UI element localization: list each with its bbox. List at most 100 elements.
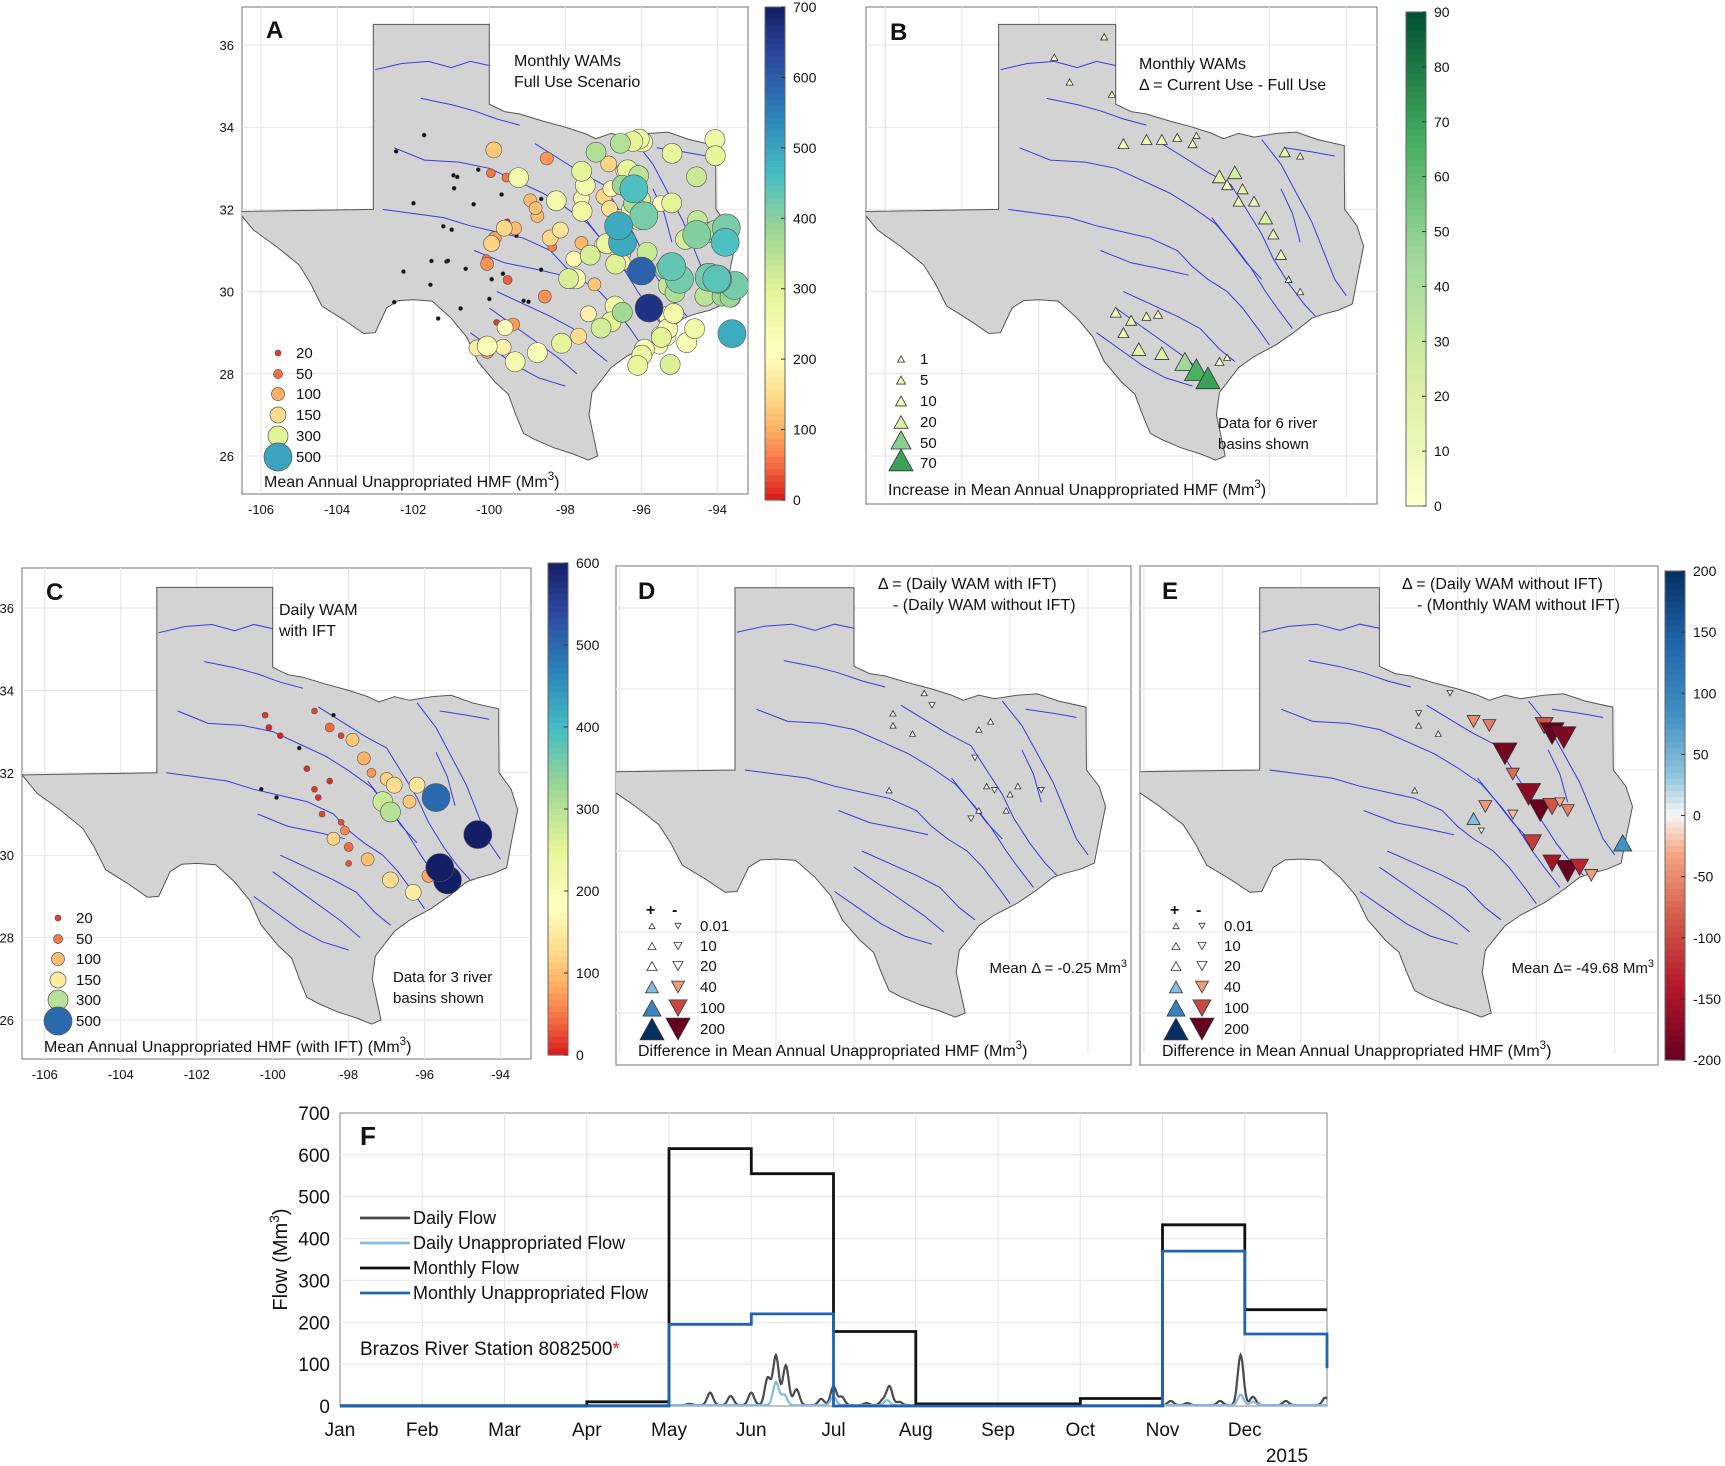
panel-a-bottom-label: Mean Annual Unappropriated HMF (Mm3) — [264, 471, 559, 491]
panelE-site-marker — [1507, 809, 1519, 820]
panel-b-legend-marker — [894, 395, 908, 407]
panel-a-site-marker — [508, 167, 529, 188]
panel-a-site-marker — [480, 257, 494, 271]
panel-b-site-marker — [1154, 346, 1170, 360]
panel-e-colorbar-segment — [1665, 833, 1685, 841]
panel-c-site-marker — [337, 732, 345, 740]
panel-e-colorbar-tick-label: 50 — [1693, 746, 1709, 762]
panel-a-site-marker — [411, 200, 416, 206]
panel-c-legend-label: 500 — [76, 1013, 101, 1030]
panel-b-site-marker — [1124, 314, 1138, 326]
panel-b-site-marker — [1131, 342, 1147, 356]
panel-a-colorbar-tick-label: 400 — [793, 210, 817, 226]
panel-b-colorbar-segment — [1406, 203, 1426, 211]
panel-c-letter: C — [46, 579, 63, 606]
panel-c-colorbar-tick-label: 400 — [576, 719, 600, 735]
panel-a-colorbar-segment — [765, 247, 785, 255]
panel-a-site-marker — [651, 327, 672, 348]
panel-a-colorbar-segment — [765, 25, 785, 33]
panel-c-river — [158, 623, 273, 634]
panelE-legend-pos-marker — [1166, 999, 1186, 1017]
panel-b-legend-marker — [895, 375, 907, 385]
panelE-title-1: Δ = (Daily WAM without IFT) — [1402, 576, 1603, 593]
panel-b-colorbar-segment — [1406, 98, 1426, 106]
panel-b-colorbar-segment — [1406, 468, 1426, 476]
panel-c-river — [177, 710, 448, 893]
panel-b-colorbar-segment — [1406, 67, 1426, 75]
panel-a-colorbar-segment — [765, 13, 785, 20]
panelD-site-marker — [1014, 782, 1022, 790]
panel-c-colorbar-segment — [548, 747, 568, 755]
panel-c-colorbar-segment — [548, 852, 568, 859]
panel-c-site-marker — [425, 853, 455, 882]
panel-a-site-marker — [451, 173, 456, 178]
panel-b-colorbar-segment — [1406, 296, 1426, 303]
panel-a-site-marker — [571, 201, 593, 222]
panelE-mean-label: Mean Δ= -49.68 Mm3 — [1512, 958, 1654, 977]
panel-b-river — [1000, 60, 1116, 71]
panel-e-colorbar-tick-label: 100 — [1693, 685, 1717, 701]
panel-a-legend-marker — [263, 442, 293, 472]
panel-e-colorbar-segment — [1665, 699, 1685, 707]
panel-a-site-marker — [485, 141, 503, 159]
panel-b-colorbar-segment — [1406, 36, 1426, 44]
panel-e-colorbar-segment — [1665, 1017, 1685, 1024]
panel-c-colorbar-segment — [548, 679, 568, 687]
panel-c-bottom-label-close: ) — [406, 1039, 411, 1056]
panel-c-colorbar-tick-label: 0 — [576, 1047, 584, 1063]
panel-c-x-tick: -100 — [260, 1067, 286, 1082]
panel-e-colorbar-tick-label: -150 — [1693, 991, 1721, 1007]
panel-c-colorbar-segment — [548, 938, 568, 945]
panel-b-colorbar-segment — [1406, 456, 1426, 464]
panel-a-site-marker — [634, 293, 664, 323]
panelD-river — [756, 708, 1034, 888]
panel-b-bottom-label: Increase in Mean Annual Unappropriated H… — [888, 479, 1266, 499]
panel-a-site-marker — [451, 185, 457, 191]
panel-b-river — [1100, 250, 1189, 276]
panel-a-colorbar-segment — [765, 444, 785, 452]
panel-a-site-marker — [526, 299, 531, 305]
panel-a-site-marker — [391, 299, 397, 305]
panel-b-colorbar-segment — [1406, 12, 1426, 19]
panel-a-colorbar-segment — [765, 43, 785, 51]
chart-y-axis-label-text: Flow (Mm — [270, 1223, 292, 1311]
panel-c-colorbar-segment — [548, 913, 568, 921]
panel-e-colorbar-segment — [1665, 644, 1685, 652]
panel-a-site-marker — [552, 221, 569, 239]
panel-a-legend-marker — [273, 369, 283, 379]
panelE-site-marker — [1411, 786, 1419, 794]
panel-c-colorbar-segment — [548, 1011, 568, 1019]
panel-b-colorbar-tick-label: 30 — [1434, 333, 1450, 349]
panel-a-colorbar-segment — [765, 136, 785, 144]
panelD-site-marker — [986, 717, 995, 725]
panel-a-colorbar-tick-label: 600 — [793, 69, 817, 85]
panel-b-colorbar-segment — [1406, 407, 1426, 414]
panel-b-legend-label: 10 — [920, 393, 937, 410]
panel-c-colorbar-segment — [548, 975, 568, 982]
panel-c-colorbar-segment — [548, 1024, 568, 1031]
panel-b-legend-marker — [896, 355, 906, 363]
panel-a-site-marker — [682, 220, 712, 249]
panelD-legend-pos-marker — [642, 999, 662, 1017]
panel-e-colorbar-segment — [1665, 980, 1685, 988]
panel-b-colorbar-segment — [1406, 172, 1426, 180]
panelD-river — [744, 769, 1011, 904]
panelE-river — [1269, 769, 1537, 904]
panel-c-colorbar-segment — [548, 962, 568, 970]
panel-c-x-tick: -104 — [108, 1067, 134, 1082]
panel-a-site-marker — [521, 298, 526, 304]
panelD-site-marker — [967, 815, 975, 823]
chart-y-tick-label: 0 — [319, 1397, 330, 1418]
panel-c-site-marker — [340, 825, 350, 836]
panel-e-colorbar-segment — [1665, 901, 1685, 908]
panelE-site-marker — [1434, 730, 1442, 737]
panelD-legend-neg-marker — [668, 999, 688, 1017]
panel-e-colorbar-segment — [1665, 687, 1685, 694]
panel-b-bottom-label-close: ) — [1261, 482, 1266, 499]
panelE-legend-label: 20 — [1224, 958, 1241, 975]
panel-c-site-marker — [382, 871, 399, 889]
panel-c-legend-marker — [54, 914, 62, 922]
panel-e-colorbar-segment — [1665, 791, 1685, 798]
panel-c-colorbar-segment — [548, 870, 568, 878]
